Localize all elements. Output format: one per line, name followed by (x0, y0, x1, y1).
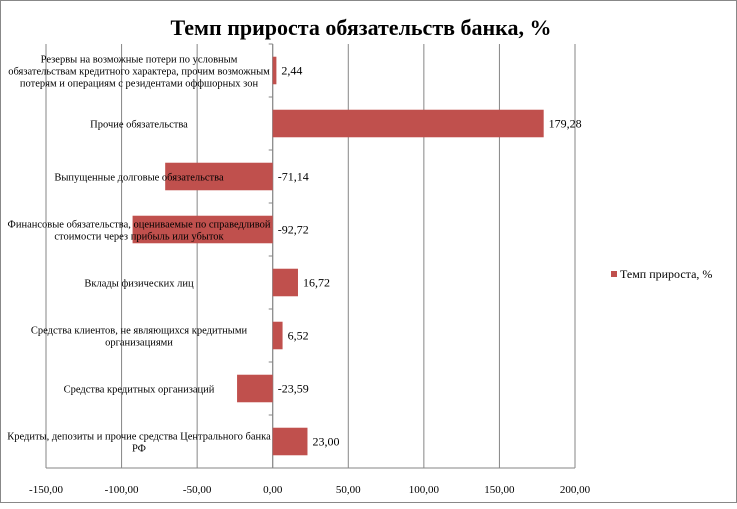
bar (272, 321, 283, 350)
x-tick-label: -150,00 (29, 484, 63, 496)
data-label: -71,14 (278, 170, 309, 184)
category-label: Резервы на возможные потери по условным (41, 55, 238, 66)
x-tick-label: 50,00 (336, 484, 361, 496)
x-tick-label: 0,00 (263, 484, 283, 496)
legend-label: Темп прироста, % (620, 267, 712, 281)
legend: Темп прироста, % (611, 267, 712, 281)
bar (237, 374, 273, 403)
category-label: РФ (132, 444, 146, 455)
category-label: Выпущенные долговые обязательства (54, 173, 224, 184)
data-label: 16,72 (303, 276, 330, 290)
data-label: 179,28 (549, 117, 582, 131)
category-label: Вклады физических лиц (84, 279, 194, 290)
category-label: Кредиты, депозиты и прочие средства Цент… (7, 432, 271, 443)
category-label: Прочие обязательства (90, 120, 188, 131)
category-label: потерям и операциям с резидентами оффшор… (20, 79, 259, 90)
data-label: 2,44 (281, 64, 302, 78)
category-label: Финансовые обязательства, оцениваемые по… (8, 220, 271, 231)
category-label: стоимости через прибыль или убыток (54, 232, 224, 243)
bar (272, 109, 544, 138)
data-label: -23,59 (278, 382, 309, 396)
x-tick-label: -100,00 (105, 484, 139, 496)
data-label: 23,00 (312, 435, 339, 449)
bar (132, 215, 273, 244)
x-tick-label: 200,00 (560, 484, 591, 496)
legend-swatch (611, 271, 617, 277)
bar (272, 427, 308, 456)
bar (272, 56, 277, 85)
x-tick-label: 150,00 (484, 484, 515, 496)
bar (272, 268, 298, 297)
x-tick-label: -50,00 (183, 484, 212, 496)
data-label: 6,52 (288, 329, 309, 343)
x-tick-label: 100,00 (409, 484, 440, 496)
data-label: -92,72 (278, 223, 309, 237)
bar (165, 162, 273, 191)
category-label: обязательствам кредитного характера, про… (8, 67, 270, 78)
chart-title: Темп прироста обязательств банка, % (170, 15, 551, 40)
category-label: организациями (105, 338, 173, 349)
category-label: Средства кредитных организаций (64, 385, 215, 396)
category-label: Средства клиентов, не являющихся кредитн… (31, 326, 248, 337)
